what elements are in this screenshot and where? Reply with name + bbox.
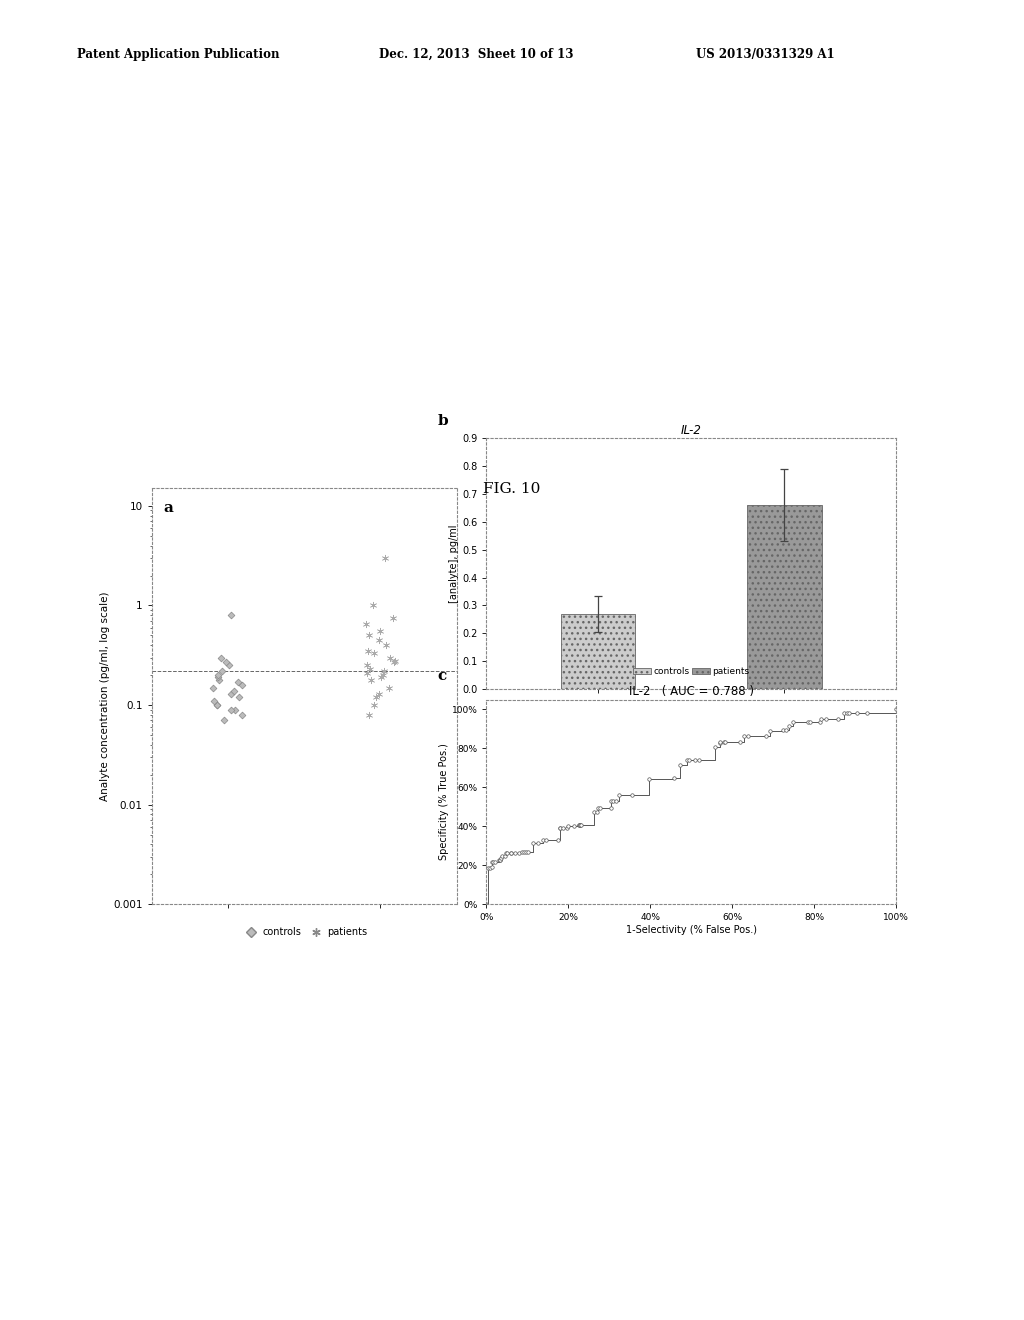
Point — [361, 704, 378, 725]
Text: Dec. 12, 2013  Sheet 10 of 13: Dec. 12, 2013 Sheet 10 of 13 — [379, 48, 573, 61]
Point — [358, 663, 375, 684]
Point — [210, 667, 226, 688]
Point — [213, 647, 229, 668]
Point — [226, 680, 243, 701]
Point — [385, 607, 401, 628]
Point — [359, 655, 376, 676]
Legend: controls, patients: controls, patients — [237, 923, 372, 941]
Point — [366, 694, 382, 715]
Point — [211, 669, 227, 690]
Text: c: c — [437, 669, 446, 684]
Point — [223, 605, 240, 626]
Text: US 2013/0331329 A1: US 2013/0331329 A1 — [696, 48, 835, 61]
Point — [360, 640, 377, 661]
Title: IL-2: IL-2 — [681, 424, 701, 437]
Y-axis label: [analyte], pg/ml: [analyte], pg/ml — [450, 524, 459, 603]
Point — [222, 700, 239, 721]
Point — [220, 655, 237, 676]
Point — [216, 710, 232, 731]
Text: FIG. 10: FIG. 10 — [483, 482, 541, 496]
Legend: controls, patients: controls, patients — [630, 663, 753, 680]
Point — [386, 652, 402, 673]
Point — [233, 704, 250, 725]
Y-axis label: Analyte concentration (pg/ml, log scale): Analyte concentration (pg/ml, log scale) — [100, 591, 111, 801]
Point — [386, 649, 402, 671]
Point — [209, 694, 225, 715]
Point — [375, 664, 391, 685]
Point — [376, 660, 392, 681]
Point — [382, 647, 398, 668]
Point — [205, 677, 221, 698]
Point — [364, 669, 380, 690]
Point — [381, 677, 397, 698]
Text: b: b — [437, 414, 447, 428]
Point — [223, 684, 240, 705]
Point — [217, 652, 233, 673]
Point — [362, 659, 379, 680]
Point — [372, 620, 388, 642]
Point — [371, 630, 387, 651]
Point — [367, 643, 383, 664]
Point — [209, 694, 225, 715]
Point — [206, 690, 222, 711]
Text: a: a — [164, 500, 174, 515]
Point — [234, 675, 251, 696]
Point — [369, 686, 385, 708]
Point — [229, 672, 246, 693]
Point — [358, 614, 375, 635]
Point — [214, 660, 230, 681]
Title: IL-2   ( AUC = 0.788 ): IL-2 ( AUC = 0.788 ) — [629, 685, 754, 698]
Point — [377, 548, 393, 569]
Y-axis label: Specificity (% True Pos.): Specificity (% True Pos.) — [438, 743, 449, 861]
Point — [230, 686, 247, 708]
Text: Patent Application Publication: Patent Application Publication — [77, 48, 280, 61]
Bar — [561, 614, 635, 689]
X-axis label: 1-Selectivity (% False Pos.): 1-Selectivity (% False Pos.) — [626, 925, 757, 935]
Point — [378, 635, 394, 656]
Bar — [748, 506, 821, 689]
Point — [373, 667, 389, 688]
Point — [360, 624, 377, 645]
Point — [210, 664, 226, 685]
Point — [365, 595, 381, 616]
Point — [226, 700, 243, 721]
Point — [371, 684, 387, 705]
